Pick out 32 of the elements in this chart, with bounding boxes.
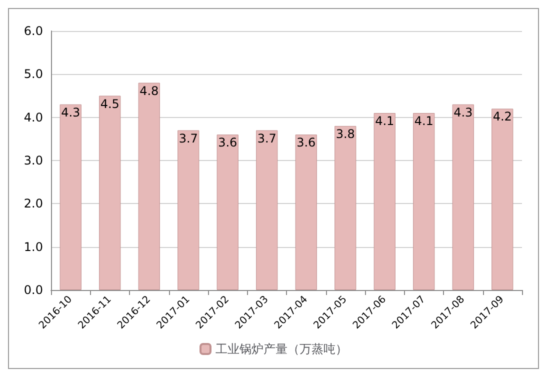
data-label: 3.7 xyxy=(257,131,276,146)
bar xyxy=(178,130,200,290)
bar xyxy=(413,113,435,290)
bar xyxy=(99,96,121,290)
data-label: 4.3 xyxy=(454,105,473,120)
y-tick-label: 2.0 xyxy=(24,196,43,211)
bar xyxy=(216,134,238,290)
y-tick-label: 3.0 xyxy=(24,154,43,168)
data-label: 4.8 xyxy=(140,84,159,98)
data-label: 3.6 xyxy=(218,136,238,150)
data-label: 3.7 xyxy=(178,131,198,146)
data-label: 4.5 xyxy=(100,96,120,111)
bar xyxy=(492,108,514,290)
bar xyxy=(138,82,160,290)
bar xyxy=(295,134,317,290)
data-label: 4.2 xyxy=(492,110,512,124)
y-tick-label: 5.0 xyxy=(24,67,43,82)
y-tick-label: 0.0 xyxy=(24,283,43,297)
data-label: 3.6 xyxy=(296,136,316,150)
data-label: 4.1 xyxy=(414,114,434,128)
y-tick-label: 1.0 xyxy=(24,240,43,254)
y-tick-label: 4.0 xyxy=(24,110,43,124)
bar xyxy=(60,104,82,290)
y-tick-label: 6.0 xyxy=(24,24,43,38)
data-label: 4.1 xyxy=(375,114,394,128)
legend-label: 工业锅炉产量（万蒸吨） xyxy=(216,342,348,356)
bar xyxy=(452,104,474,290)
bar xyxy=(256,130,278,290)
bar xyxy=(334,126,356,290)
data-label: 4.3 xyxy=(61,105,80,120)
data-label: 3.8 xyxy=(336,126,355,141)
bar xyxy=(374,113,396,290)
